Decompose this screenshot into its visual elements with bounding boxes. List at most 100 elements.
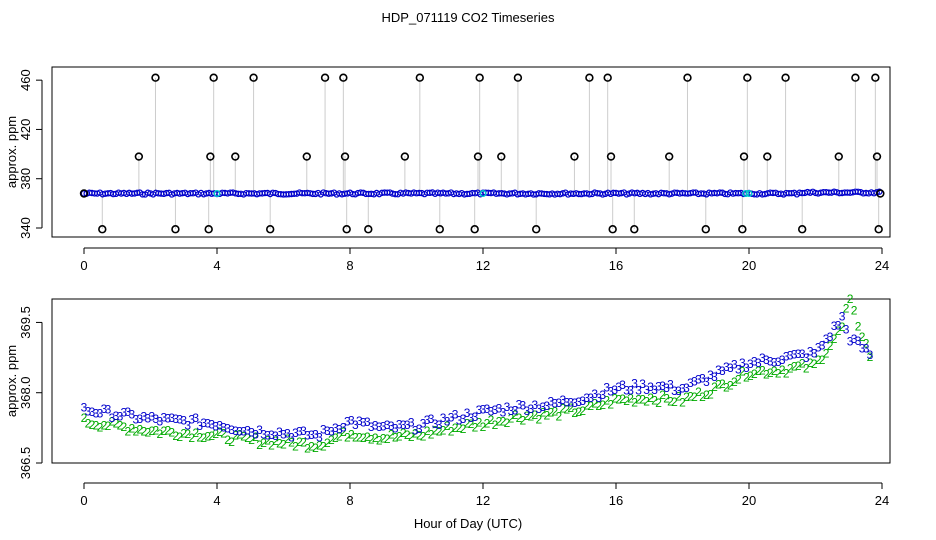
series-2-point: 2 [220, 426, 227, 440]
series-3-point: 3 [208, 418, 215, 432]
series-3-point: 3 [679, 382, 686, 396]
series-2-point: 2 [683, 390, 690, 404]
cyan-point [742, 190, 750, 198]
spike-point [743, 73, 752, 82]
series-2-point: 2 [484, 416, 491, 430]
spike-point [339, 73, 348, 82]
series-3-point: 3 [735, 362, 742, 376]
spike-point [630, 225, 639, 234]
series-2-point: 2 [855, 319, 862, 333]
series-3-point: 3 [532, 398, 539, 412]
series-2-point: 2 [575, 405, 582, 419]
spike-point [302, 152, 311, 161]
series-3-point: 3 [691, 374, 698, 388]
series-2-point: 2 [464, 417, 471, 431]
series-2-point: 2 [751, 367, 758, 381]
series-3-point: 3 [168, 411, 175, 425]
series-3-point: 3 [376, 420, 383, 434]
series-2-point: 2 [304, 441, 311, 455]
x-tick-label: 16 [609, 258, 623, 273]
series-3-point: 3 [280, 428, 287, 442]
series-3-point: 3 [256, 423, 263, 437]
series-3-point: 3 [260, 428, 267, 442]
spike-point [570, 152, 579, 161]
plot-frame [51, 298, 891, 464]
series-2-point: 2 [160, 424, 167, 438]
series-3-point: 3 [591, 387, 598, 401]
series-3-point: 3 [715, 363, 722, 377]
series-3-point: 3 [85, 405, 92, 419]
series-2-point: 2 [448, 425, 455, 439]
series-3-point: 3 [400, 418, 407, 432]
series-2-point: 2 [827, 339, 834, 353]
series-3-point: 3 [420, 417, 427, 431]
series-2-point: 2 [280, 437, 287, 451]
series-2-point: 2 [332, 431, 339, 445]
series-2-point: 2 [468, 417, 475, 431]
series-2-point: 2 [284, 432, 291, 446]
series-2-point: 2 [707, 388, 714, 402]
series-3-point: 3 [823, 332, 830, 346]
series-3-point: 3 [811, 347, 818, 361]
series-2-point: 2 [93, 418, 100, 432]
x-tick-label: 20 [742, 493, 756, 508]
spike-point [585, 73, 594, 82]
series-2-point: 2 [687, 389, 694, 403]
series-3-point: 3 [739, 356, 746, 370]
series-3-point: 3 [835, 318, 842, 332]
series-2-point: 2 [851, 303, 858, 317]
series-3-point: 3 [113, 409, 120, 423]
series-3-point: 3 [647, 380, 654, 394]
series-3-point: 3 [831, 319, 838, 333]
series-2-point: 2 [563, 403, 570, 417]
series-2-point: 2 [376, 434, 383, 448]
series-2-point: 2 [771, 364, 778, 378]
series-2-point: 2 [308, 440, 315, 454]
series-3-point: 3 [392, 422, 399, 436]
spike-point [851, 73, 860, 82]
series-2-point: 2 [671, 395, 678, 409]
series-2-point: 2 [424, 424, 431, 438]
series-2-point: 2 [496, 414, 503, 428]
series-2-point: 2 [137, 423, 144, 437]
series-3-point: 3 [508, 404, 515, 418]
spike-point [204, 225, 213, 234]
series-3-point: 3 [468, 411, 475, 425]
series-3-point: 3 [452, 408, 459, 422]
series-2-point: 2 [456, 421, 463, 435]
series-3-point: 3 [635, 384, 642, 398]
series-2-point: 2 [747, 369, 754, 383]
series-2-point: 2 [344, 431, 351, 445]
series-2-point: 2 [615, 393, 622, 407]
series-2-point: 2 [472, 420, 479, 434]
series-3-point: 3 [799, 347, 806, 361]
series-2-point: 2 [180, 426, 187, 440]
series-2-point: 2 [352, 431, 359, 445]
series-3-point: 3 [675, 384, 682, 398]
spike-point [738, 225, 747, 234]
series-2-point: 2 [144, 426, 151, 440]
series-2-point: 2 [228, 435, 235, 449]
series-2-point: 2 [839, 320, 846, 334]
series-3-point: 3 [184, 419, 191, 433]
spike-point [872, 152, 882, 161]
series-3-point: 3 [787, 348, 794, 362]
series-3-point: 3 [559, 393, 566, 407]
series-2-point: 2 [212, 427, 219, 441]
series-3-point: 3 [496, 401, 503, 415]
series-2-point: 2 [643, 395, 650, 409]
series-2-point: 2 [216, 425, 223, 439]
series-2-point: 2 [260, 436, 267, 450]
series-3-point: 3 [843, 322, 850, 336]
series-2-point: 2 [791, 360, 798, 374]
series-3-point: 3 [228, 423, 235, 437]
series-2-point: 2 [380, 432, 387, 446]
series-3-point: 3 [703, 375, 710, 389]
series-2-point: 2 [408, 430, 415, 444]
series-2-point: 2 [141, 425, 148, 439]
chart-title: HDP_071119 CO2 Timeseries [382, 10, 555, 25]
series-3-point: 3 [464, 406, 471, 420]
series-2-point: 2 [452, 421, 459, 435]
series-2-point: 2 [248, 433, 255, 447]
series-2-point: 2 [336, 430, 343, 444]
